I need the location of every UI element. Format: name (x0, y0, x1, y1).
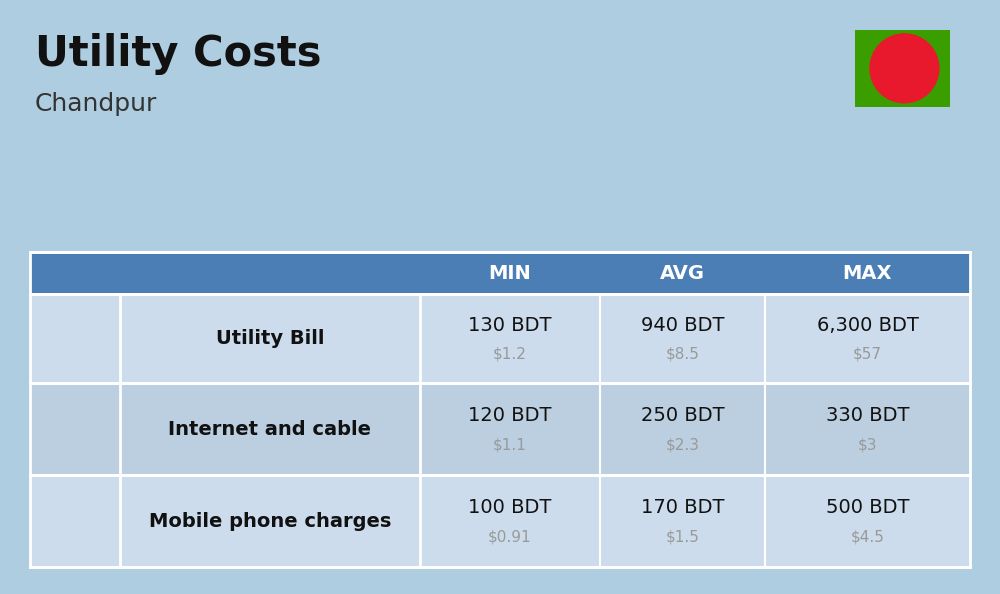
Text: AVG: AVG (660, 264, 705, 283)
Bar (42, 399, 108, 459)
Text: 940 BDT: 940 BDT (641, 316, 724, 334)
Bar (42, 309, 108, 368)
Text: $1.5: $1.5 (666, 529, 699, 544)
Text: Internet and cable: Internet and cable (168, 420, 372, 438)
Text: $0.91: $0.91 (488, 529, 532, 544)
Text: 130 BDT: 130 BDT (468, 316, 552, 334)
Text: $2.3: $2.3 (666, 437, 700, 452)
Text: Mobile phone charges: Mobile phone charges (149, 512, 391, 530)
Text: MAX: MAX (843, 264, 892, 283)
Text: 170 BDT: 170 BDT (641, 498, 724, 517)
Bar (30, 383, 970, 475)
Text: $1.1: $1.1 (493, 437, 527, 452)
Text: $8.5: $8.5 (666, 346, 699, 361)
Text: Chandpur: Chandpur (35, 92, 157, 116)
Text: $4.5: $4.5 (851, 529, 884, 544)
Text: 100 BDT: 100 BDT (468, 498, 552, 517)
Text: 330 BDT: 330 BDT (826, 406, 909, 425)
Text: 120 BDT: 120 BDT (468, 406, 552, 425)
Text: Utility Costs: Utility Costs (35, 33, 322, 75)
Bar (30, 252, 970, 294)
Ellipse shape (869, 33, 940, 103)
Bar (30, 475, 970, 567)
Text: $3: $3 (858, 437, 877, 452)
Bar (855, 30, 950, 107)
Text: $57: $57 (853, 346, 882, 361)
Text: $1.2: $1.2 (493, 346, 527, 361)
Text: Utility Bill: Utility Bill (216, 329, 324, 348)
Text: 250 BDT: 250 BDT (641, 406, 724, 425)
Text: MIN: MIN (489, 264, 531, 283)
Text: 500 BDT: 500 BDT (826, 498, 909, 517)
Text: 6,300 BDT: 6,300 BDT (817, 316, 918, 334)
Bar (30, 294, 970, 383)
Bar (42, 491, 108, 551)
